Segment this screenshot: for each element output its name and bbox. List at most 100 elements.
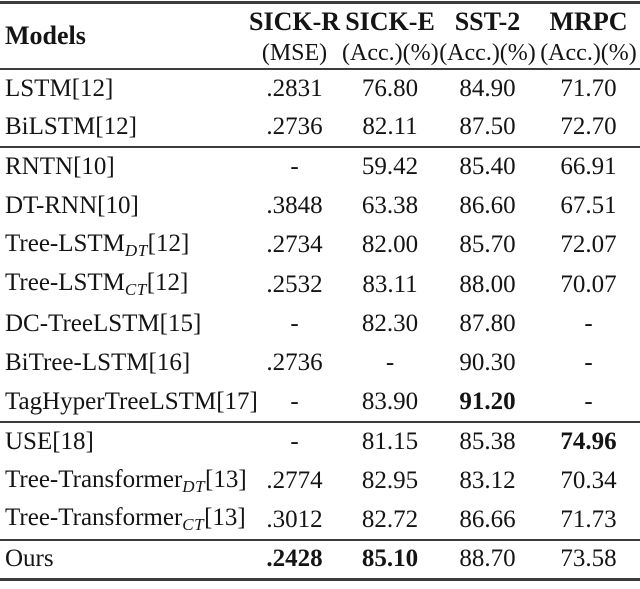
value-cell: .2736 (266, 349, 323, 377)
model-name: Tree-Transformer (5, 504, 183, 532)
value-cell: .2831 (266, 74, 323, 102)
model-name-cell: DT-RNN[10] (0, 186, 247, 225)
value-cell: 83.90 (361, 388, 419, 416)
model-name-cell: Tree-TransformerCT[13] (0, 501, 247, 540)
model-name: TagHyperTreeLSTM (5, 388, 217, 416)
model-subscript: DT (182, 476, 206, 496)
citation-reference: [12] (146, 269, 189, 297)
model-name-cell: BiTree-LSTM[16] (0, 344, 247, 383)
table-group-0: LSTM[12] .2831 76.80 84.90 71.70 BiLSTM[12] .2… (0, 69, 640, 148)
value-cell: - (290, 153, 299, 181)
model-name: Tree-LSTM (5, 229, 125, 257)
value-cell: 73.58 (560, 545, 617, 573)
value-cell: 76.80 (361, 74, 419, 102)
citation-reference: [12] (95, 112, 137, 140)
value-cell: 67.51 (560, 192, 617, 220)
model-name-cell: Ours (0, 540, 247, 579)
citation-reference: [12] (147, 229, 190, 257)
model-name-cell: LSTM[12] (0, 69, 247, 108)
column-header-sst-2: SST-2 (454, 6, 521, 36)
column-header-sick-r: SICK-R (248, 6, 340, 36)
value-cell: 85.38 (459, 428, 516, 456)
model-name: BiTree-LSTM (5, 349, 149, 377)
metric-label-sst-2: (Acc.)(%) (439, 39, 536, 66)
model-subscript: DT (124, 240, 148, 260)
value-cell: 85.10 (361, 545, 419, 573)
table-row: LSTM[12] .2831 76.80 84.90 71.70 (0, 69, 640, 108)
value-cell: 59.42 (361, 153, 419, 181)
model-name-cell: Tree-LSTMCT[12] (0, 265, 247, 304)
table-row: RNTN[10] - 59.42 85.40 66.91 (0, 147, 640, 186)
header-row-metrics: (MSE) (Acc.)(%) (Acc.)(%) (Acc.)(%) (0, 39, 640, 69)
value-cell: .2736 (266, 112, 323, 140)
table-header: Models SICK-R SICK-E SST-2 MRPC (MSE) (A… (0, 3, 640, 69)
model-name-cell: TagHyperTreeLSTM[17] (0, 383, 258, 422)
citation-reference: [16] (148, 349, 191, 377)
value-cell: 90.30 (459, 349, 516, 377)
table-group-3: Ours .2428 85.10 88.70 73.58 (0, 540, 640, 579)
value-cell: 82.11 (362, 112, 418, 140)
value-cell: 70.07 (560, 270, 617, 298)
model-name-cell: RNTN[10] (0, 147, 247, 186)
value-cell: - (290, 388, 299, 416)
value-cell: 66.91 (560, 153, 617, 181)
citation-reference: [10] (73, 153, 115, 181)
table-group-2: USE[18] -81.15 85.38 74.96 Tree-TransformerD… (0, 422, 640, 541)
model-name-cell: Tree-LSTMDT[12] (0, 226, 247, 265)
table-row: Tree-LSTMCT[12] .2532 83.11 88.00 70.07 (0, 265, 640, 304)
model-name: Tree-LSTM (5, 269, 125, 297)
value-cell: 88.00 (459, 270, 516, 298)
value-cell: 72.07 (560, 231, 617, 259)
citation-reference: [13] (204, 504, 246, 532)
value-cell: 81.15 (361, 428, 419, 456)
citation-reference: [17] (216, 388, 258, 416)
model-name: USE (5, 428, 53, 456)
citation-reference: [12] (71, 74, 114, 102)
table-row: Tree-LSTMDT[12] .2734 82.00 85.70 72.07 (0, 226, 640, 265)
value-cell: 82.00 (361, 231, 419, 259)
table-row: BiLSTM[12] .2736 82.11 87.50 72.70 (0, 108, 640, 147)
column-header-sick-e: SICK-E (345, 6, 435, 36)
value-cell: 91.20 (459, 388, 516, 416)
citation-reference: [13] (205, 465, 247, 493)
column-header-mrpc: MRPC (549, 6, 628, 36)
value-cell: .2774 (266, 467, 323, 495)
model-subscript: CT (182, 515, 205, 535)
value-cell: .3848 (266, 192, 323, 220)
value-cell: - (584, 309, 593, 337)
model-name: DT-RNN (5, 192, 98, 220)
value-cell: .2428 (266, 545, 323, 573)
value-cell: - (584, 388, 593, 416)
header-row-benchmarks: Models SICK-R SICK-E SST-2 MRPC (0, 3, 640, 50)
metric-label-sick-e: (Acc.)(%) (342, 39, 439, 66)
table-row: TagHyperTreeLSTM[17] - 83.90 91.20 - (0, 383, 640, 422)
table-row: Tree-TransformerDT[13] .2774 82.95 83.12 70.… (0, 461, 640, 500)
value-cell: 70.34 (560, 467, 617, 495)
citation-reference: [10] (97, 192, 139, 220)
value-cell: .2734 (266, 231, 323, 259)
models-column-header: Models (5, 20, 86, 50)
model-subscript: CT (124, 280, 147, 300)
model-name: RNTN (5, 153, 74, 181)
value-cell: - (290, 309, 299, 337)
value-cell: 63.38 (361, 192, 419, 220)
model-name-cell: USE[18] (0, 422, 247, 461)
value-cell: - (385, 349, 395, 377)
model-name: LSTM (5, 74, 72, 102)
value-cell: 87.80 (459, 309, 516, 337)
value-cell: 86.66 (459, 505, 516, 533)
value-cell: .2532 (266, 270, 323, 298)
value-cell: 72.70 (560, 112, 617, 140)
value-cell: 84.90 (459, 74, 516, 102)
table-row: DT-RNN[10] .3848 63.38 86.60 67.51 (0, 186, 640, 225)
value-cell: 83.12 (459, 467, 516, 495)
table-row: DC-TreeLSTM[15] - 82.30 87.80 - (0, 304, 640, 343)
value-cell: 71.73 (560, 505, 617, 533)
model-name-cell: Tree-TransformerDT[13] (0, 461, 247, 500)
value-cell: 82.30 (361, 309, 419, 337)
value-cell: 82.72 (361, 505, 419, 533)
value-cell: 86.60 (459, 192, 516, 220)
table-row: Ours .2428 85.10 88.70 73.58 (0, 540, 640, 579)
value-cell: 71.70 (560, 74, 617, 102)
